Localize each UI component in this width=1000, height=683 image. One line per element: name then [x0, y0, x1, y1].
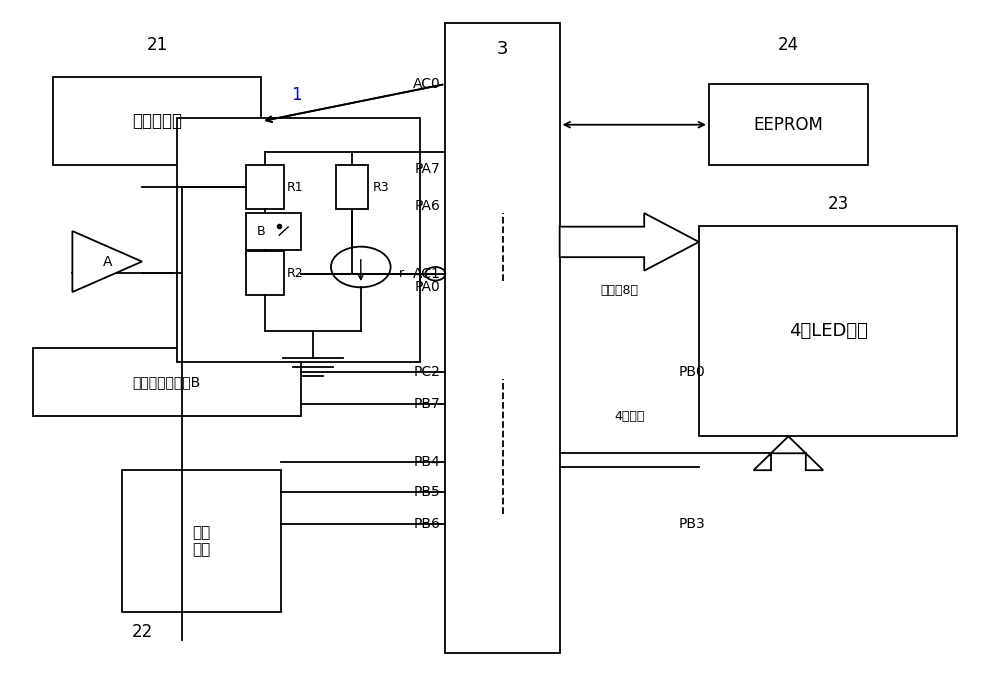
- Bar: [709, 84, 868, 165]
- Polygon shape: [754, 436, 823, 470]
- Text: 22: 22: [131, 623, 153, 641]
- Polygon shape: [560, 213, 699, 270]
- Bar: [53, 77, 261, 165]
- Text: 21: 21: [146, 36, 168, 53]
- Bar: [122, 470, 281, 613]
- Text: 3: 3: [497, 40, 508, 58]
- Bar: [246, 165, 284, 210]
- Text: AC1: AC1: [412, 267, 440, 281]
- Text: R1: R1: [287, 181, 304, 194]
- Text: PA6: PA6: [414, 199, 440, 213]
- Text: 三个
按键: 三个 按键: [193, 525, 211, 557]
- Polygon shape: [72, 231, 142, 292]
- Bar: [445, 23, 560, 653]
- Text: R3: R3: [373, 181, 389, 194]
- Text: PB3: PB3: [679, 518, 706, 531]
- Text: R2: R2: [287, 267, 304, 280]
- Text: PC2: PC2: [413, 365, 440, 379]
- Text: PB7: PB7: [414, 397, 440, 411]
- Text: 23: 23: [828, 195, 849, 213]
- Text: 数据口8位: 数据口8位: [600, 284, 638, 297]
- Text: AC0: AC0: [413, 77, 440, 91]
- Text: 4位位选: 4位位选: [614, 410, 644, 423]
- Text: PB4: PB4: [414, 455, 440, 469]
- Text: 1: 1: [291, 86, 301, 104]
- Text: PA0: PA0: [415, 280, 440, 294]
- Text: 4位LED显示: 4位LED显示: [789, 322, 868, 340]
- Text: PB0: PB0: [679, 365, 706, 379]
- Text: A: A: [102, 255, 112, 268]
- Text: EEPROM: EEPROM: [753, 115, 823, 134]
- Text: PB5: PB5: [414, 485, 440, 499]
- Bar: [246, 251, 284, 296]
- Text: r: r: [399, 267, 404, 280]
- Bar: [246, 213, 301, 250]
- Text: 温度传感器: 温度传感器: [132, 112, 182, 130]
- Text: 24: 24: [778, 36, 799, 53]
- Text: PB6: PB6: [413, 518, 440, 531]
- Bar: [699, 226, 957, 436]
- Text: PA7: PA7: [415, 162, 440, 176]
- Text: B: B: [256, 225, 265, 238]
- Text: 控制程控电位器B: 控制程控电位器B: [133, 375, 201, 389]
- Bar: [177, 118, 420, 362]
- Bar: [33, 348, 301, 416]
- Bar: [336, 165, 368, 210]
